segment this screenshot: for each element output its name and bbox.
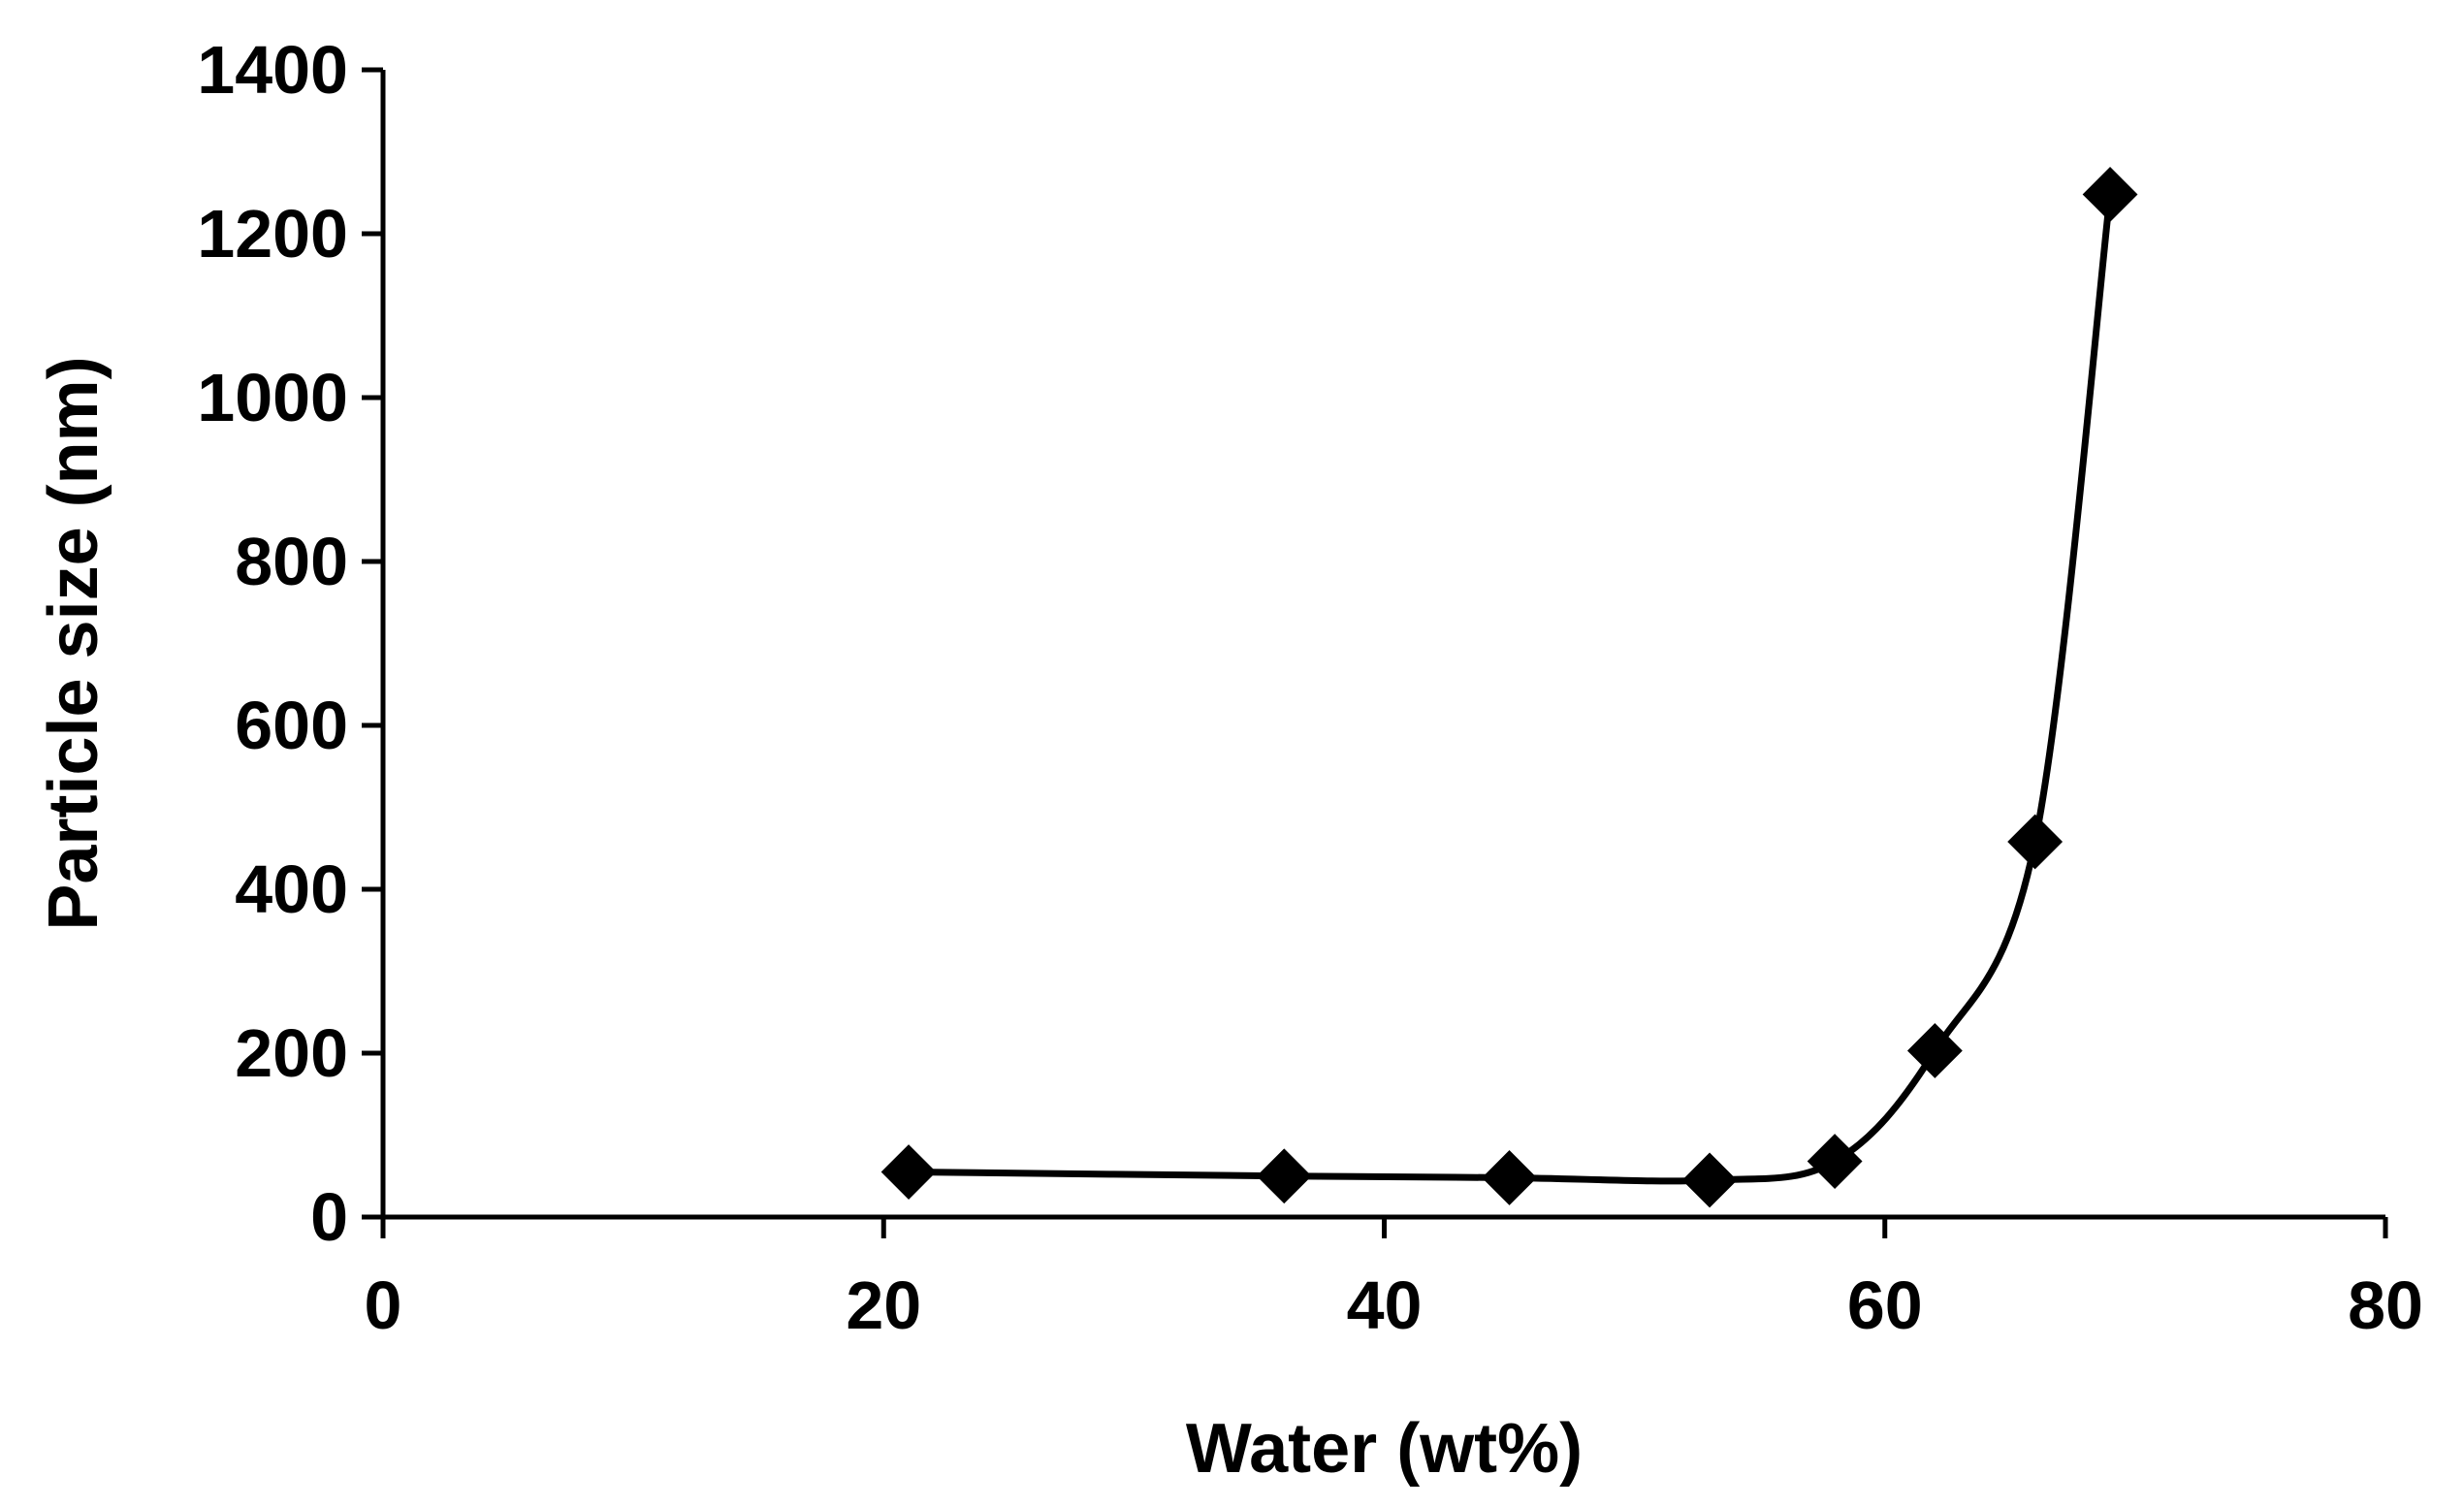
- x-tick-label: 80: [2348, 1267, 2423, 1343]
- data-point-marker: [1482, 1150, 1537, 1205]
- y-tick-label: 0: [310, 1179, 348, 1255]
- x-tick-label: 20: [846, 1267, 921, 1343]
- y-tick-label: 800: [235, 524, 348, 599]
- y-tick-label: 200: [235, 1015, 348, 1091]
- data-point-marker: [880, 1144, 937, 1200]
- series-markers: [880, 167, 2138, 1208]
- y-tick-label: 600: [235, 688, 348, 763]
- data-point-marker: [1906, 1023, 1963, 1078]
- tick-marks: [362, 67, 2388, 1238]
- y-tick-label: 1200: [197, 196, 348, 272]
- x-tick-label: 0: [365, 1267, 402, 1343]
- y-tick-label: 400: [235, 851, 348, 927]
- y-axis-title: Particle size (nm): [35, 356, 112, 930]
- data-point-marker: [1807, 1134, 1863, 1189]
- axes: [380, 70, 2385, 1220]
- y-tick-label: 1000: [197, 360, 348, 435]
- data-point-marker: [1681, 1152, 1738, 1208]
- tick-labels: 0 200 400 600 800 1000 1200 1400 0 20 40 60 80: [197, 32, 2423, 1343]
- x-tick-label: 60: [1847, 1267, 1923, 1343]
- x-axis-title: Water (wt%): [1186, 1410, 1583, 1488]
- data-point-marker: [2007, 814, 2064, 870]
- data-point-marker: [1256, 1148, 1312, 1204]
- y-tick-label: 1400: [197, 32, 348, 108]
- data-point-marker: [2082, 167, 2138, 222]
- x-tick-label: 40: [1347, 1267, 1423, 1343]
